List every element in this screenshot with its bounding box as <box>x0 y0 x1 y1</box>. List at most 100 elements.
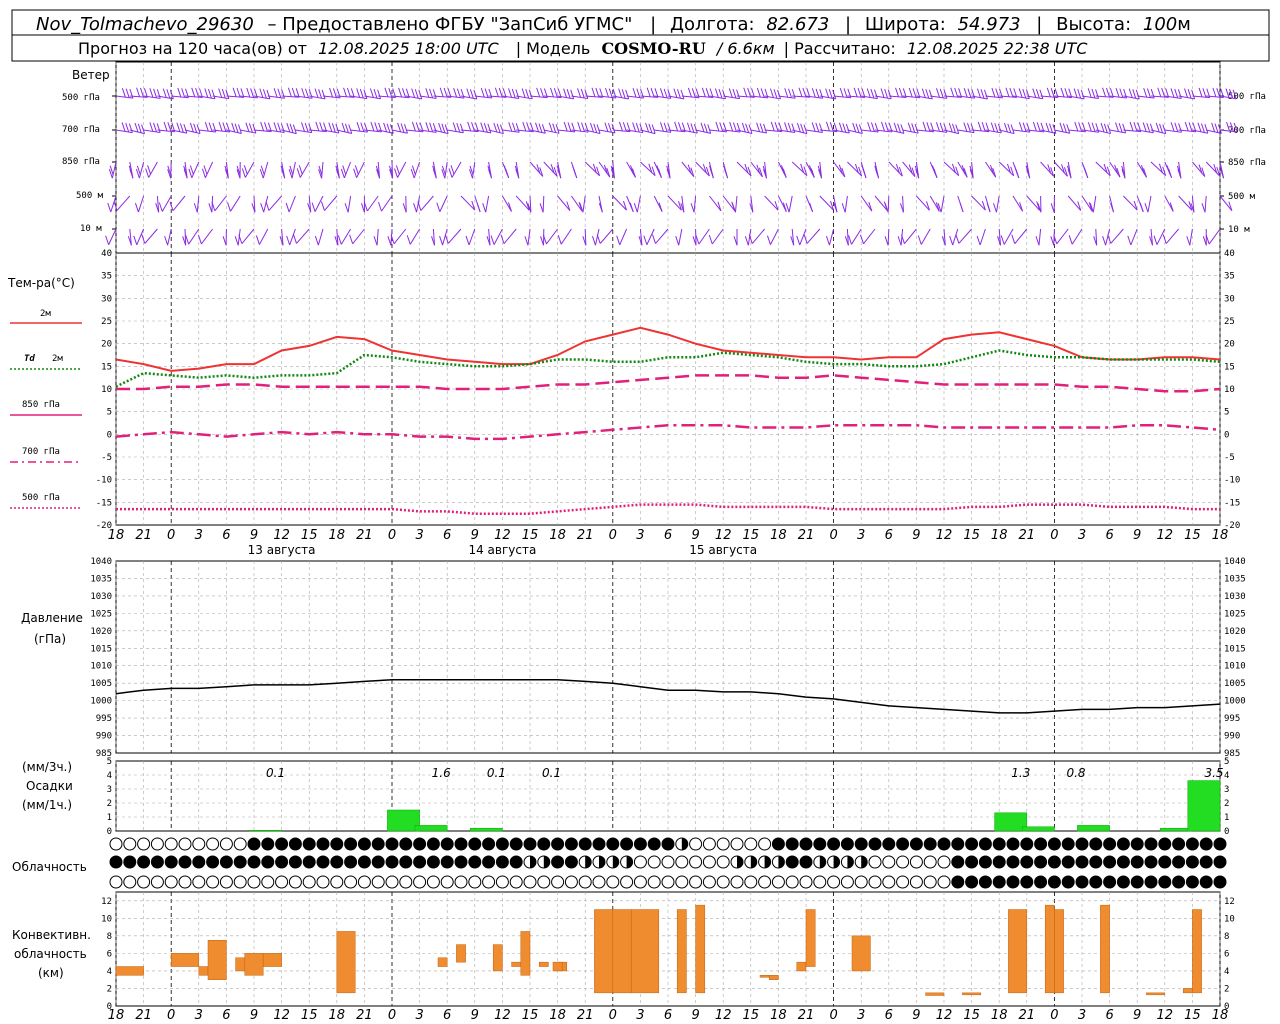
wind-barb-feather <box>145 168 150 178</box>
wind-barb-feather <box>948 122 953 133</box>
wind-barb <box>1150 161 1167 177</box>
time-tick-label-bottom: 6 <box>443 1008 451 1023</box>
wind-barb-feather <box>770 121 775 132</box>
wind-barb <box>1081 195 1093 212</box>
wind-barb <box>902 95 920 99</box>
wind-barb-feather <box>1116 167 1121 178</box>
wind-barb-feather <box>410 168 415 179</box>
wind-barb-feather <box>908 87 913 98</box>
pressure-ytick-left: 1020 <box>90 627 112 637</box>
wind-barb-feather <box>950 87 955 97</box>
lon-label: Долгота: <box>670 14 755 35</box>
wind-barb-feather <box>363 201 368 212</box>
time-tick-label: 0 <box>167 528 175 543</box>
time-tick-label: 9 <box>250 528 258 543</box>
legend-500-label: 500 гПа <box>22 493 60 503</box>
wind-barb <box>244 161 255 178</box>
cloud-symbol <box>716 837 730 851</box>
wind-barb-feather <box>1022 88 1027 99</box>
conv-bar <box>759 975 770 978</box>
time-tick-label-bottom: 6 <box>1105 1008 1113 1023</box>
wind-barb-feather <box>538 123 543 133</box>
wind-barb-feather <box>482 203 487 213</box>
cloud-symbol <box>1158 837 1172 851</box>
wind-barb-feather <box>651 124 656 134</box>
wind-barb-feather <box>542 234 547 245</box>
wind-barb <box>1095 228 1098 246</box>
wind-barb-feather <box>360 203 365 213</box>
wind-barb-feather <box>373 88 378 99</box>
wind-barb <box>1040 95 1059 99</box>
cloud-symbol <box>606 837 620 851</box>
wind-barb <box>1012 95 1030 100</box>
wind-barb-feather <box>204 121 209 132</box>
precip-bar <box>994 812 1028 832</box>
wind-barb-feather <box>301 122 305 132</box>
wind-barb-feather <box>1216 166 1221 177</box>
wind-barb <box>1205 161 1221 177</box>
wind-barb <box>750 129 767 134</box>
wind-barb <box>819 95 836 100</box>
pressure-ytick-left: 985 <box>96 749 112 759</box>
wind-barb <box>916 195 930 211</box>
wind-barb-feather <box>1093 236 1098 246</box>
wind-barb <box>902 195 904 213</box>
wind-barb <box>364 95 381 100</box>
wind-barb <box>161 195 172 212</box>
wind-barb-feather <box>743 87 748 97</box>
wind-barb-feather <box>1077 89 1082 99</box>
wind-barb-feather <box>293 234 297 244</box>
wind-barb-feather <box>395 165 400 175</box>
wind-barb <box>999 95 1017 98</box>
wind-barb-feather <box>328 122 333 132</box>
wind-barb-feather <box>149 122 154 132</box>
wind-barb-feather <box>136 165 141 175</box>
wind-barb <box>557 95 574 100</box>
wind-barb-feather <box>635 122 640 133</box>
wind-barb <box>582 195 586 213</box>
wind-barb-feather <box>632 168 636 178</box>
cloud-symbol <box>1061 837 1075 851</box>
wind-barb-feather <box>802 87 807 98</box>
wind-barb <box>791 161 808 176</box>
wind-barb-feather <box>1229 122 1234 132</box>
wind-barb <box>1068 95 1085 100</box>
wind-barb-feather <box>695 234 700 245</box>
wind-barb <box>503 228 517 244</box>
time-tick-label-bottom: 12 <box>494 1008 511 1023</box>
wind-barb-feather <box>581 122 586 132</box>
wind-barb-feather <box>991 87 996 98</box>
time-tick-label: 18 <box>329 528 346 543</box>
lat-value: 54.973 <box>958 14 1021 35</box>
cloud-symbol-half <box>764 856 771 868</box>
wind-barb <box>736 129 753 134</box>
pressure-ytick-left: 1030 <box>90 592 112 602</box>
cloud-symbol-half <box>530 856 536 868</box>
wind-barb-feather <box>884 122 889 132</box>
wind-barb-feather <box>1174 122 1179 132</box>
wind-barb-feather <box>453 88 458 98</box>
wind-barb-feather <box>311 202 316 212</box>
wind-barb-feather <box>1121 165 1126 176</box>
wind-barb-feather <box>318 165 323 176</box>
conv-title-a: Конвективн. <box>12 928 91 942</box>
wind-barb-feather <box>603 164 608 175</box>
wind-barb-feather <box>241 168 246 178</box>
wind-barb <box>734 195 738 213</box>
wind-barb-feather <box>717 201 722 212</box>
wind-barb <box>560 228 572 245</box>
conv-ytick-left: 6 <box>107 949 112 959</box>
pressure-ytick-right: 990 <box>1224 732 1240 742</box>
wind-barb-feather <box>800 163 805 173</box>
wind-barb-feather <box>570 89 575 99</box>
wind-barb-feather <box>578 201 583 212</box>
wind-barb-feather <box>436 202 441 212</box>
wind-barb <box>998 161 1015 177</box>
cloud-symbol-half <box>612 856 619 868</box>
wind-barb-feather <box>1115 122 1120 132</box>
wind-barb-feather <box>1053 234 1058 245</box>
wind-barb-feather <box>264 122 268 132</box>
wind-barb-feather <box>363 89 368 99</box>
wind-barb-feather <box>452 122 457 132</box>
precipitation-panel: 0 01 12 23 34 45 50.1 1.6 0.1 0.1 1.3 0.8 3.5 <box>107 757 1230 837</box>
